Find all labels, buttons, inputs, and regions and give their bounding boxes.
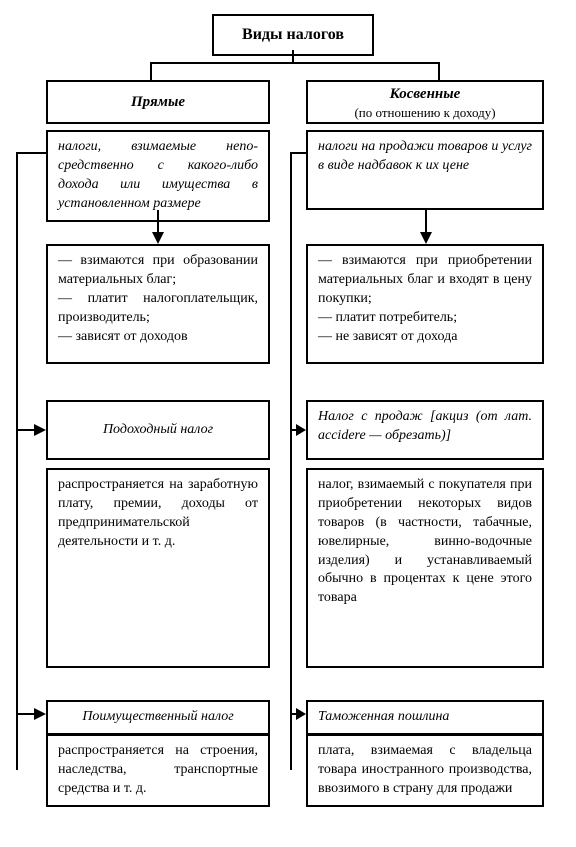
right-header-sub: (по отношению к доходу) [314, 104, 536, 122]
arrow-right [16, 706, 46, 722]
right-rail-to-def [290, 152, 306, 154]
left-ex1-title-text: Подоходный налог [103, 421, 213, 440]
left-ex1-body: распространяется на зара­ботную плату, п… [46, 468, 270, 668]
arrow-down [418, 210, 434, 244]
right-header-text: Косвенные [390, 86, 461, 102]
left-ex2-title: Поимущественный налог [46, 700, 270, 735]
right-rail [290, 152, 292, 770]
left-features: — взимаются при образо­вании материальны… [46, 244, 270, 364]
conn [150, 62, 440, 64]
left-definition: налоги, взимаемые непо­средственно с как… [46, 130, 270, 222]
right-definition: налоги на продажи това­ров и услуг в вид… [306, 130, 544, 210]
arrow-right [290, 422, 306, 438]
right-ex1-title: Налог с продаж [акциз (от лат. accidere … [306, 400, 544, 460]
arrow-right [290, 706, 306, 722]
right-header: Косвенные (по отношению к доходу) [306, 80, 544, 124]
arrow-down [150, 210, 166, 244]
left-rail-to-def [16, 152, 46, 154]
left-rail [16, 152, 18, 770]
arrow-right [16, 422, 46, 438]
right-ex2-body: плата, взимаемая с вла­дельца товара ино… [306, 734, 544, 807]
right-features: — взимаются при приоб­ретении материальн… [306, 244, 544, 364]
right-ex1-body: налог, взимаемый с поку­пателя при приоб… [306, 468, 544, 668]
conn [438, 62, 440, 80]
left-ex1-title: Подоходный налог [46, 400, 270, 460]
diagram-canvas: Виды налогов Прямые Косвенные (по отноше… [0, 0, 576, 847]
left-header-text: Прямые [131, 92, 185, 112]
right-ex2-title: Таможенная пошлина [306, 700, 544, 735]
left-header: Прямые [46, 80, 270, 124]
left-ex2-body: распространяется на стро­ения, наследств… [46, 734, 270, 807]
conn [150, 62, 152, 80]
